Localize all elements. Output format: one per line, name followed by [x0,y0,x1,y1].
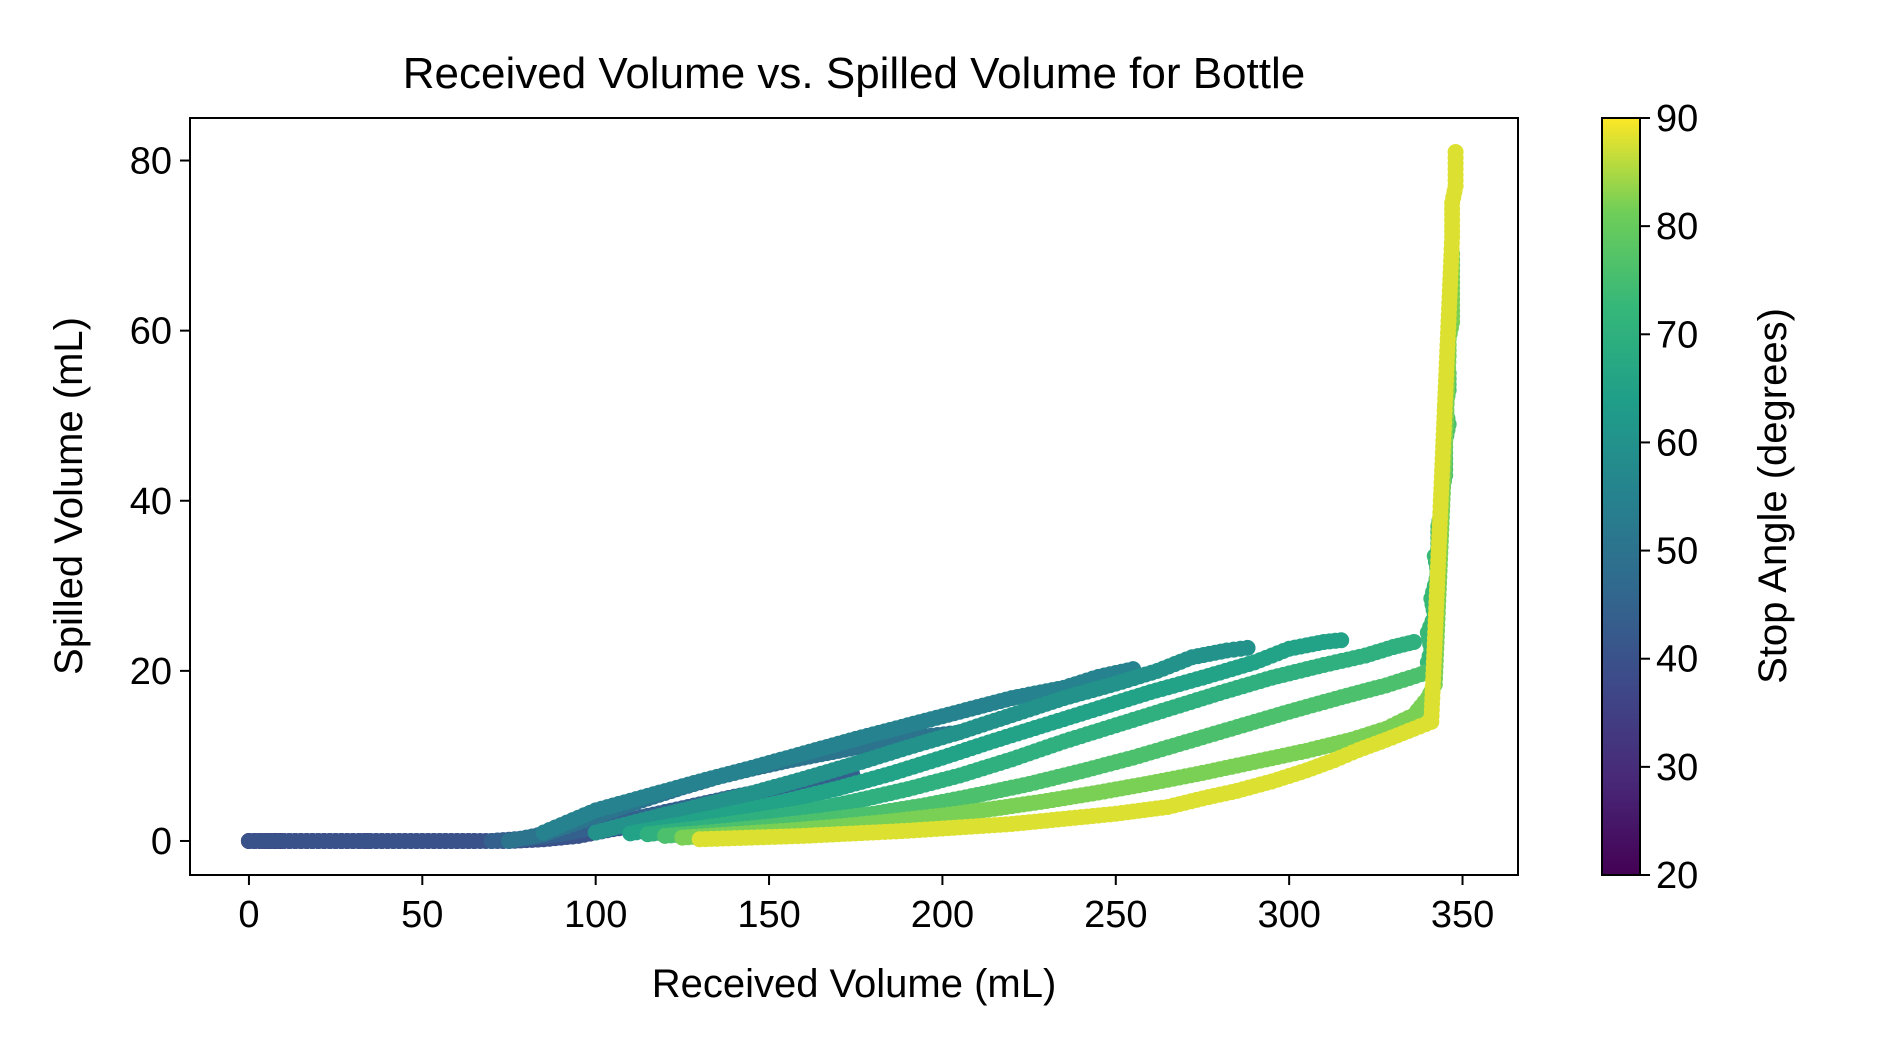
scatter-point [1333,632,1350,649]
colorbar-tick-label: 70 [1656,314,1698,356]
x-tick-label: 250 [1084,894,1147,936]
colorbar-tick-label: 30 [1656,747,1698,789]
y-tick-label: 80 [130,141,172,183]
scatter-point [1447,144,1464,161]
colorbar [1601,117,1641,876]
colorbar-label: Stop Angle (degrees) [1751,308,1795,684]
x-tick-label: 200 [911,894,974,936]
x-tick-label: 0 [238,894,259,936]
x-tick-label: 100 [564,894,627,936]
plot-frame [189,117,1519,876]
x-tick-label: 300 [1257,894,1320,936]
colorbar-tick-label: 80 [1656,206,1698,248]
y-axis-label: Spilled Volume (mL) [47,317,91,675]
colorbar-tick-label: 60 [1656,422,1698,464]
y-tick-label: 0 [151,821,172,863]
y-axis: 0 20 40 60 80 [130,141,190,863]
scatter-point [1405,633,1422,650]
y-tick-label: 60 [130,311,172,353]
scatter-point [1239,639,1256,656]
colorbar-tick-label: 40 [1656,639,1698,681]
colorbar-tick-label: 90 [1656,98,1698,140]
x-axis: 0 50 100 150 200 250 300 350 [238,875,1494,936]
points-layer [240,144,1464,849]
x-tick-label: 150 [737,894,800,936]
colorbar-tick-label: 50 [1656,531,1698,573]
y-tick-label: 20 [130,651,172,693]
chart-title: Received Volume vs. Spilled Volume for B… [403,49,1305,98]
colorbar-ticks: 20 30 40 50 60 70 80 90 [1640,98,1698,897]
x-tick-label: 350 [1431,894,1494,936]
colorbar-tick-label: 20 [1656,855,1698,897]
x-tick-label: 50 [401,894,443,936]
x-axis-label: Received Volume (mL) [652,962,1057,1006]
y-tick-label: 40 [130,481,172,523]
